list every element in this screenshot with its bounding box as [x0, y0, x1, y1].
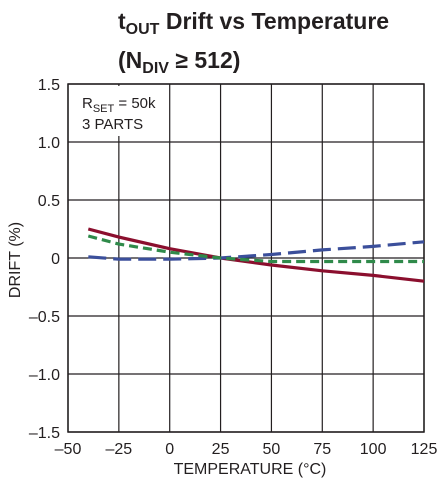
grid — [67, 83, 425, 433]
title-subscript-div: DIV — [142, 60, 169, 77]
y-tick-label: 0.5 — [38, 193, 60, 210]
annotation-rset: RSET = 50k — [82, 95, 156, 115]
y-tick-label: –0.5 — [29, 309, 60, 326]
tick-labels: –50 –25 0 25 50 75 100 125 1.5 1.0 0.5 0 –0.5 –1.0 –1.… — [29, 77, 438, 458]
title-condition: ≥ 512) — [168, 47, 241, 73]
title-t: t — [118, 8, 126, 34]
title-n: (N — [118, 47, 143, 73]
y-tick-label: –1.0 — [29, 367, 60, 384]
chart-title: tOUT Drift vs Temperature (NDIV ≥ 512) — [118, 6, 389, 84]
x-tick-label: 50 — [263, 441, 281, 458]
x-axis-label: TEMPERATURE (°C) — [174, 461, 327, 478]
series-group — [87, 227, 425, 283]
x-tick-label: 100 — [360, 441, 387, 458]
x-tick-label: 75 — [313, 441, 331, 458]
x-tick-label: 25 — [212, 441, 230, 458]
title-subscript-out: OUT — [125, 21, 160, 38]
plot-frame — [67, 83, 425, 433]
y-axis-label: DRIFT (%) — [7, 222, 24, 298]
y-tick-label: 1.0 — [38, 135, 60, 152]
y-tick-label: 0 — [51, 251, 60, 268]
x-tick-label: 0 — [165, 441, 174, 458]
series-3-line — [87, 234, 424, 264]
chart-title-line-2: (NDIV ≥ 512) — [118, 45, 389, 84]
x-tick-label: –25 — [106, 441, 133, 458]
x-tick-label: –50 — [55, 441, 82, 458]
x-tick-label: 125 — [411, 441, 438, 458]
y-tick-label: 1.5 — [38, 77, 60, 94]
annotation-box: RSET = 50k 3 PARTS — [72, 86, 162, 136]
annotation-parts: 3 PARTS — [82, 116, 143, 133]
series-2-line — [88, 240, 425, 261]
title-rest: Drift vs Temperature — [159, 8, 390, 34]
chart-title-line-1: tOUT Drift vs Temperature — [118, 6, 389, 45]
series-1-line — [87, 227, 425, 283]
annotation-background — [72, 86, 162, 136]
y-tick-label: –1.5 — [29, 425, 60, 442]
